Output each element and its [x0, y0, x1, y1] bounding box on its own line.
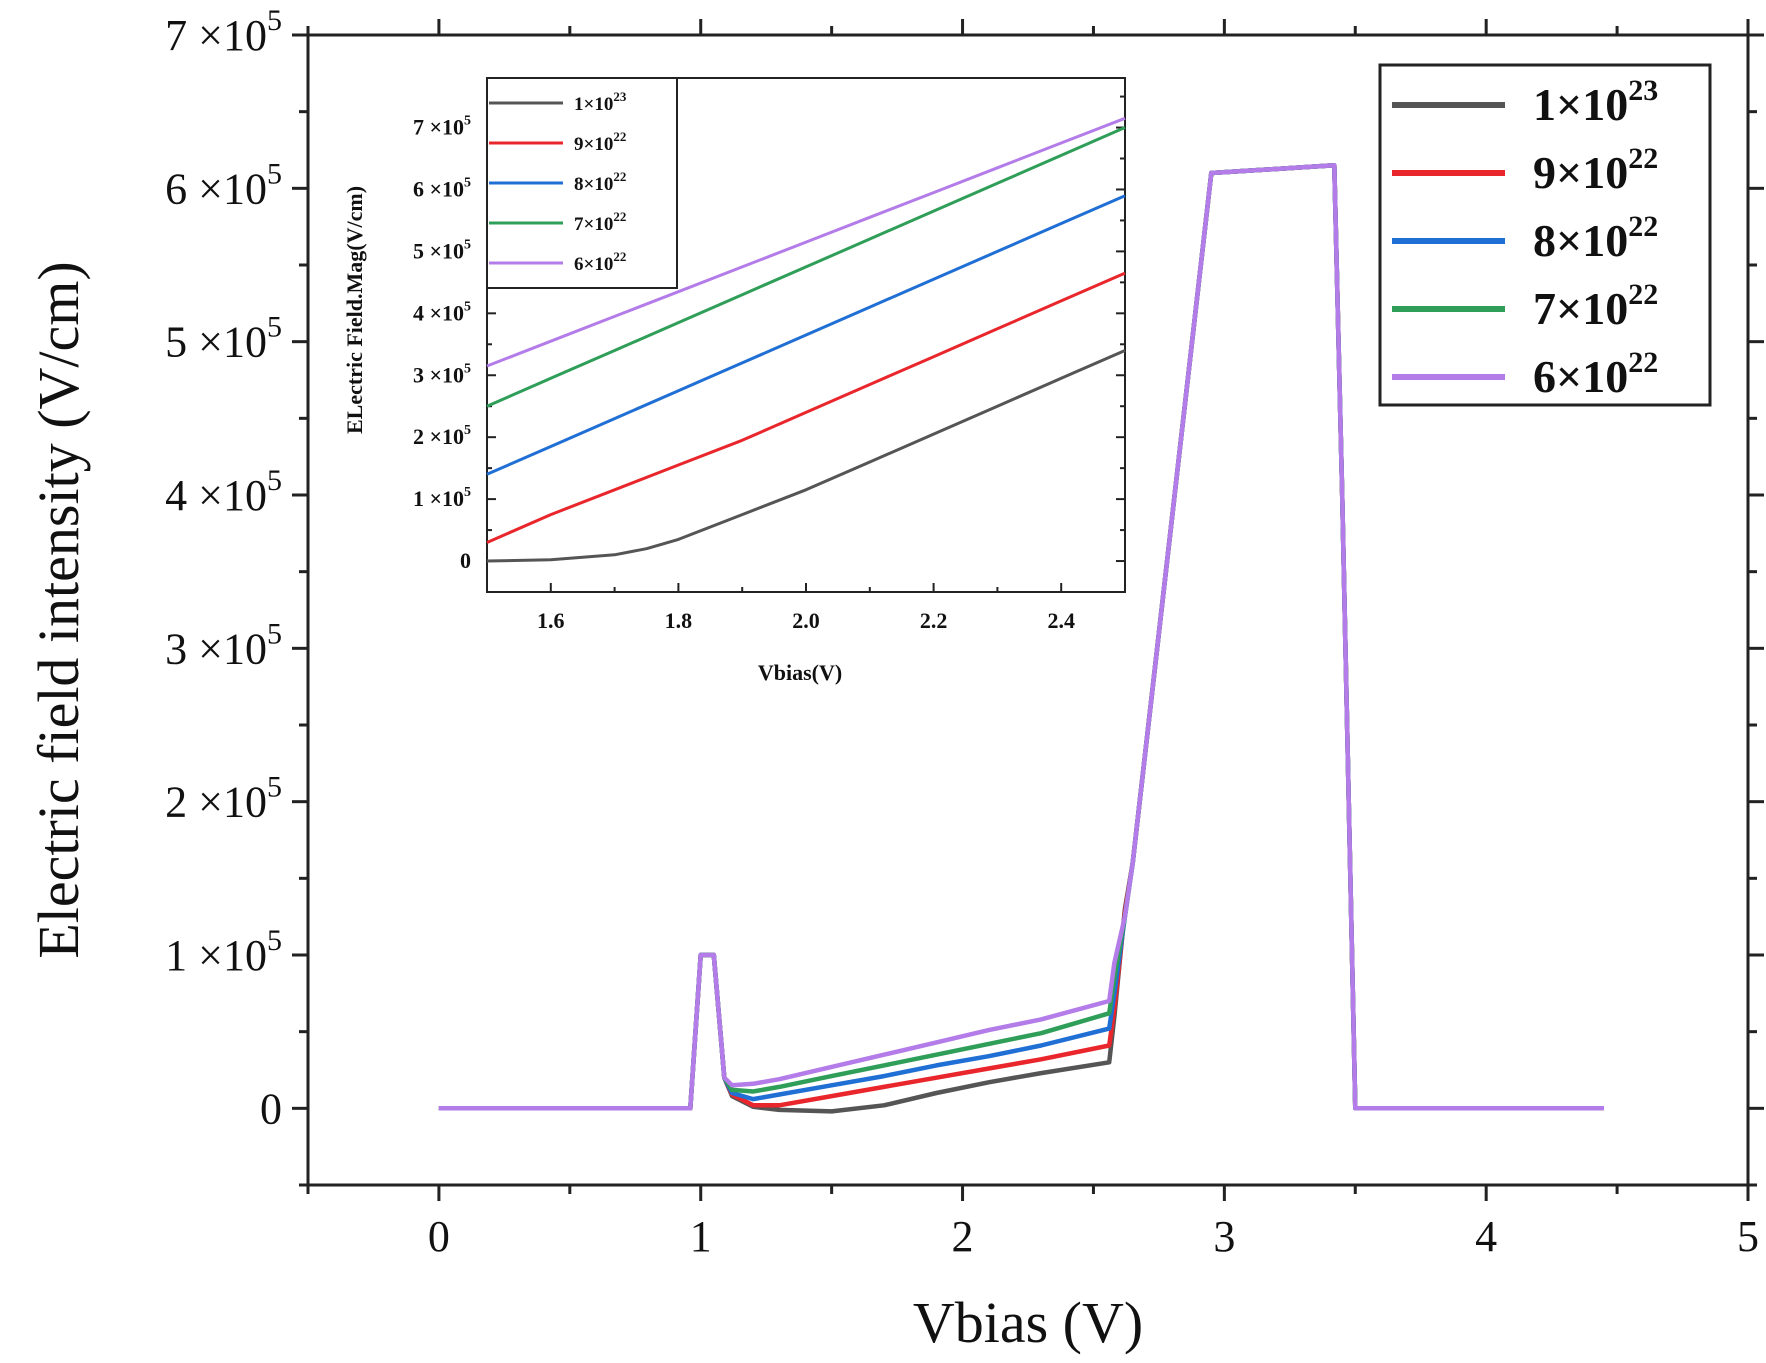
main-legend-label-1: 1×1023 — [1533, 74, 1658, 130]
main-plot-frame — [306, 33, 1750, 1187]
main-chart: 0 1 2 3 4 5 0 1 ×105 2 ×105 3 ×105 4 ×105 5 ×105 6 ×… — [26, 4, 1764, 1355]
inset-x-tick-label: 2.2 — [920, 608, 948, 633]
inset-y-tick-label: 1 ×105 — [413, 485, 471, 511]
main-ticks — [292, 19, 1764, 1201]
inset-y-tick-label: 6 ×105 — [413, 175, 471, 201]
inset-y-tick-label: 0 — [460, 548, 471, 573]
inset-series-line-3 — [486, 194, 1126, 476]
main-legend: 1×1023 9×1022 8×1022 7×1022 6×1022 — [1378, 63, 1712, 407]
main-x-axis-title: Vbias (V) — [913, 1290, 1143, 1355]
inset-y-tick-label: 3 ×105 — [413, 361, 471, 387]
inset-series-line-1 — [486, 349, 1126, 563]
main-y-tick-label: 1 ×105 — [165, 924, 282, 980]
main-y-tick-label: 4 ×105 — [165, 464, 282, 520]
inset-legend-label-2: 9×1022 — [574, 129, 626, 155]
main-x-tick-label: 3 — [1213, 1212, 1235, 1261]
inset-chart: 1.6 1.8 2.0 2.2 2.4 0 1 ×105 2 ×105 3 ×105 4 ×105… — [342, 77, 1126, 685]
main-legend-label-2: 9×1022 — [1533, 142, 1658, 198]
inset-x-tick-label: 2.0 — [792, 608, 820, 633]
main-y-tick-label: 6 ×105 — [165, 157, 282, 213]
main-y-axis-title: Electric field intensity (V/cm) — [26, 261, 91, 958]
main-series-line-5 — [438, 163, 1604, 1111]
main-legend-label-3: 8×1022 — [1533, 210, 1658, 266]
inset-legend-label-3: 8×1022 — [574, 169, 626, 195]
main-y-tick-label: 2 ×105 — [165, 771, 282, 827]
inset-y-tick-label: 2 ×105 — [413, 423, 471, 449]
main-y-tick-label: 5 ×105 — [165, 311, 282, 367]
main-legend-label-5: 6×1022 — [1533, 346, 1658, 402]
main-x-tick-label: 1 — [690, 1212, 712, 1261]
inset-series-group — [486, 116, 1126, 563]
main-x-tick-label: 4 — [1475, 1212, 1497, 1261]
inset-y-tick-label: 4 ×105 — [413, 299, 471, 325]
inset-x-tick-label: 2.4 — [1047, 608, 1075, 633]
inset-y-axis-title: ELectric Field.Mag(V/cm) — [342, 186, 367, 434]
inset-series-line-2 — [486, 271, 1126, 544]
main-y-tick-label: 7 ×105 — [165, 4, 282, 60]
main-y-tick-label: 3 ×105 — [165, 617, 282, 673]
main-x-tick-label: 2 — [952, 1212, 974, 1261]
inset-series-line-5 — [486, 116, 1126, 368]
main-legend-label-4: 7×1022 — [1533, 278, 1658, 334]
inset-legend-label-1: 1×1023 — [574, 89, 627, 115]
main-tick-labels: 0 1 2 3 4 5 0 1 ×105 2 ×105 3 ×105 4 ×105 5 ×105 6 ×… — [165, 4, 1759, 1261]
inset-x-tick-label: 1.8 — [665, 608, 693, 633]
main-legend-box — [1378, 63, 1712, 407]
inset-legend-label-4: 7×1022 — [574, 209, 626, 235]
main-x-tick-label: 5 — [1737, 1212, 1759, 1261]
inset-y-tick-label: 5 ×105 — [413, 237, 471, 263]
inset-legend-label-5: 6×1022 — [574, 249, 626, 275]
inset-series-line-4 — [486, 126, 1126, 408]
inset-tick-labels: 1.6 1.8 2.0 2.2 2.4 0 1 ×105 2 ×105 3 ×105 4 ×105… — [413, 114, 1075, 633]
inset-x-axis-title: Vbias(V) — [758, 660, 842, 685]
main-y-tick-label: 0 — [260, 1084, 282, 1133]
main-x-tick-label: 0 — [428, 1212, 450, 1261]
inset-legend: 1×1023 9×1022 8×1022 7×1022 6×1022 — [486, 77, 678, 289]
main-series-group — [438, 163, 1604, 1114]
inset-x-tick-label: 1.6 — [537, 608, 565, 633]
inset-y-tick-label: 7 ×105 — [413, 114, 471, 140]
